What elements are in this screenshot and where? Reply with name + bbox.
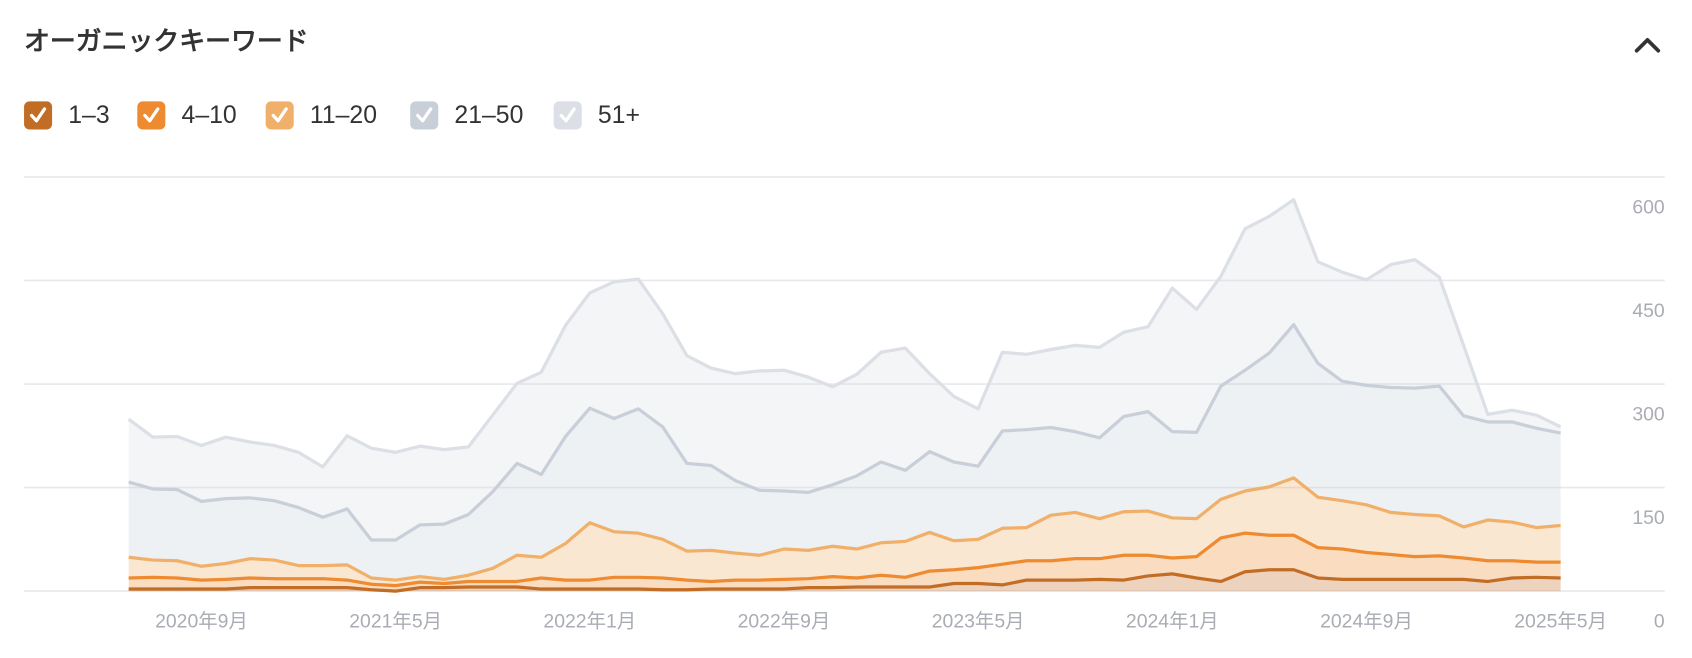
legend-checkbox[interactable]	[410, 101, 439, 130]
y-tick-label: 450	[1632, 300, 1665, 322]
area-fill	[128, 533, 1561, 592]
area-fill	[128, 477, 1561, 586]
check-icon	[29, 107, 47, 123]
area-fill	[128, 199, 1561, 541]
check-icon	[559, 107, 576, 123]
legend-label: 21–50	[454, 102, 523, 129]
y-tick-label: 0	[1654, 611, 1665, 633]
areas	[128, 199, 1561, 592]
x-tick-label: 2025年5月	[1514, 611, 1607, 633]
y-tick-label: 150	[1632, 507, 1665, 529]
grid	[24, 176, 1665, 592]
legend: 1–3 4–10 11–20 21–50 51+	[24, 101, 640, 130]
axes: 0 150 300 450 600 2020年9月 2021年5月 2022年1月 2022年9…	[155, 196, 1665, 632]
x-tick-label: 2023年5月	[932, 611, 1025, 633]
legend-item[interactable]: 21–50	[410, 101, 523, 130]
x-tick-label: 2022年1月	[543, 611, 636, 633]
legend-item[interactable]: 11–20	[265, 101, 377, 130]
series-line	[127, 198, 1562, 469]
x-tick-label: 2020年9月	[155, 611, 248, 633]
legend-item[interactable]: 1–3	[24, 101, 110, 130]
area-fill	[128, 569, 1561, 592]
legend-label: 11–20	[310, 102, 377, 129]
legend-checkbox[interactable]	[137, 101, 166, 130]
check-icon	[271, 107, 288, 123]
x-tick-label: 2024年1月	[1126, 611, 1219, 633]
lines	[127, 198, 1562, 593]
legend-label: 1–3	[68, 102, 109, 129]
legend-checkbox[interactable]	[553, 101, 582, 130]
y-tick-label: 600	[1632, 196, 1665, 218]
y-tick-label: 300	[1632, 403, 1665, 425]
legend-item[interactable]: 51+	[553, 101, 640, 130]
panel-title: オーガニックキーワード	[24, 27, 309, 56]
series-line	[128, 531, 1561, 588]
x-tick-label: 2022年9月	[738, 611, 831, 633]
series-line	[128, 568, 1561, 593]
legend-checkbox[interactable]	[24, 101, 53, 130]
series-line	[128, 476, 1561, 582]
legend-checkbox[interactable]	[265, 101, 294, 130]
x-tick-label: 2021年5月	[349, 611, 442, 633]
check-icon	[143, 107, 160, 123]
legend-item[interactable]: 4–10	[137, 101, 237, 130]
collapse-chevron[interactable]	[1634, 38, 1661, 53]
area-fill	[128, 324, 1561, 581]
series-line	[128, 323, 1561, 542]
x-tick-label: 2024年9月	[1320, 611, 1413, 633]
legend-label: 4–10	[182, 102, 237, 129]
check-icon	[416, 107, 433, 123]
legend-label: 51+	[598, 102, 640, 129]
